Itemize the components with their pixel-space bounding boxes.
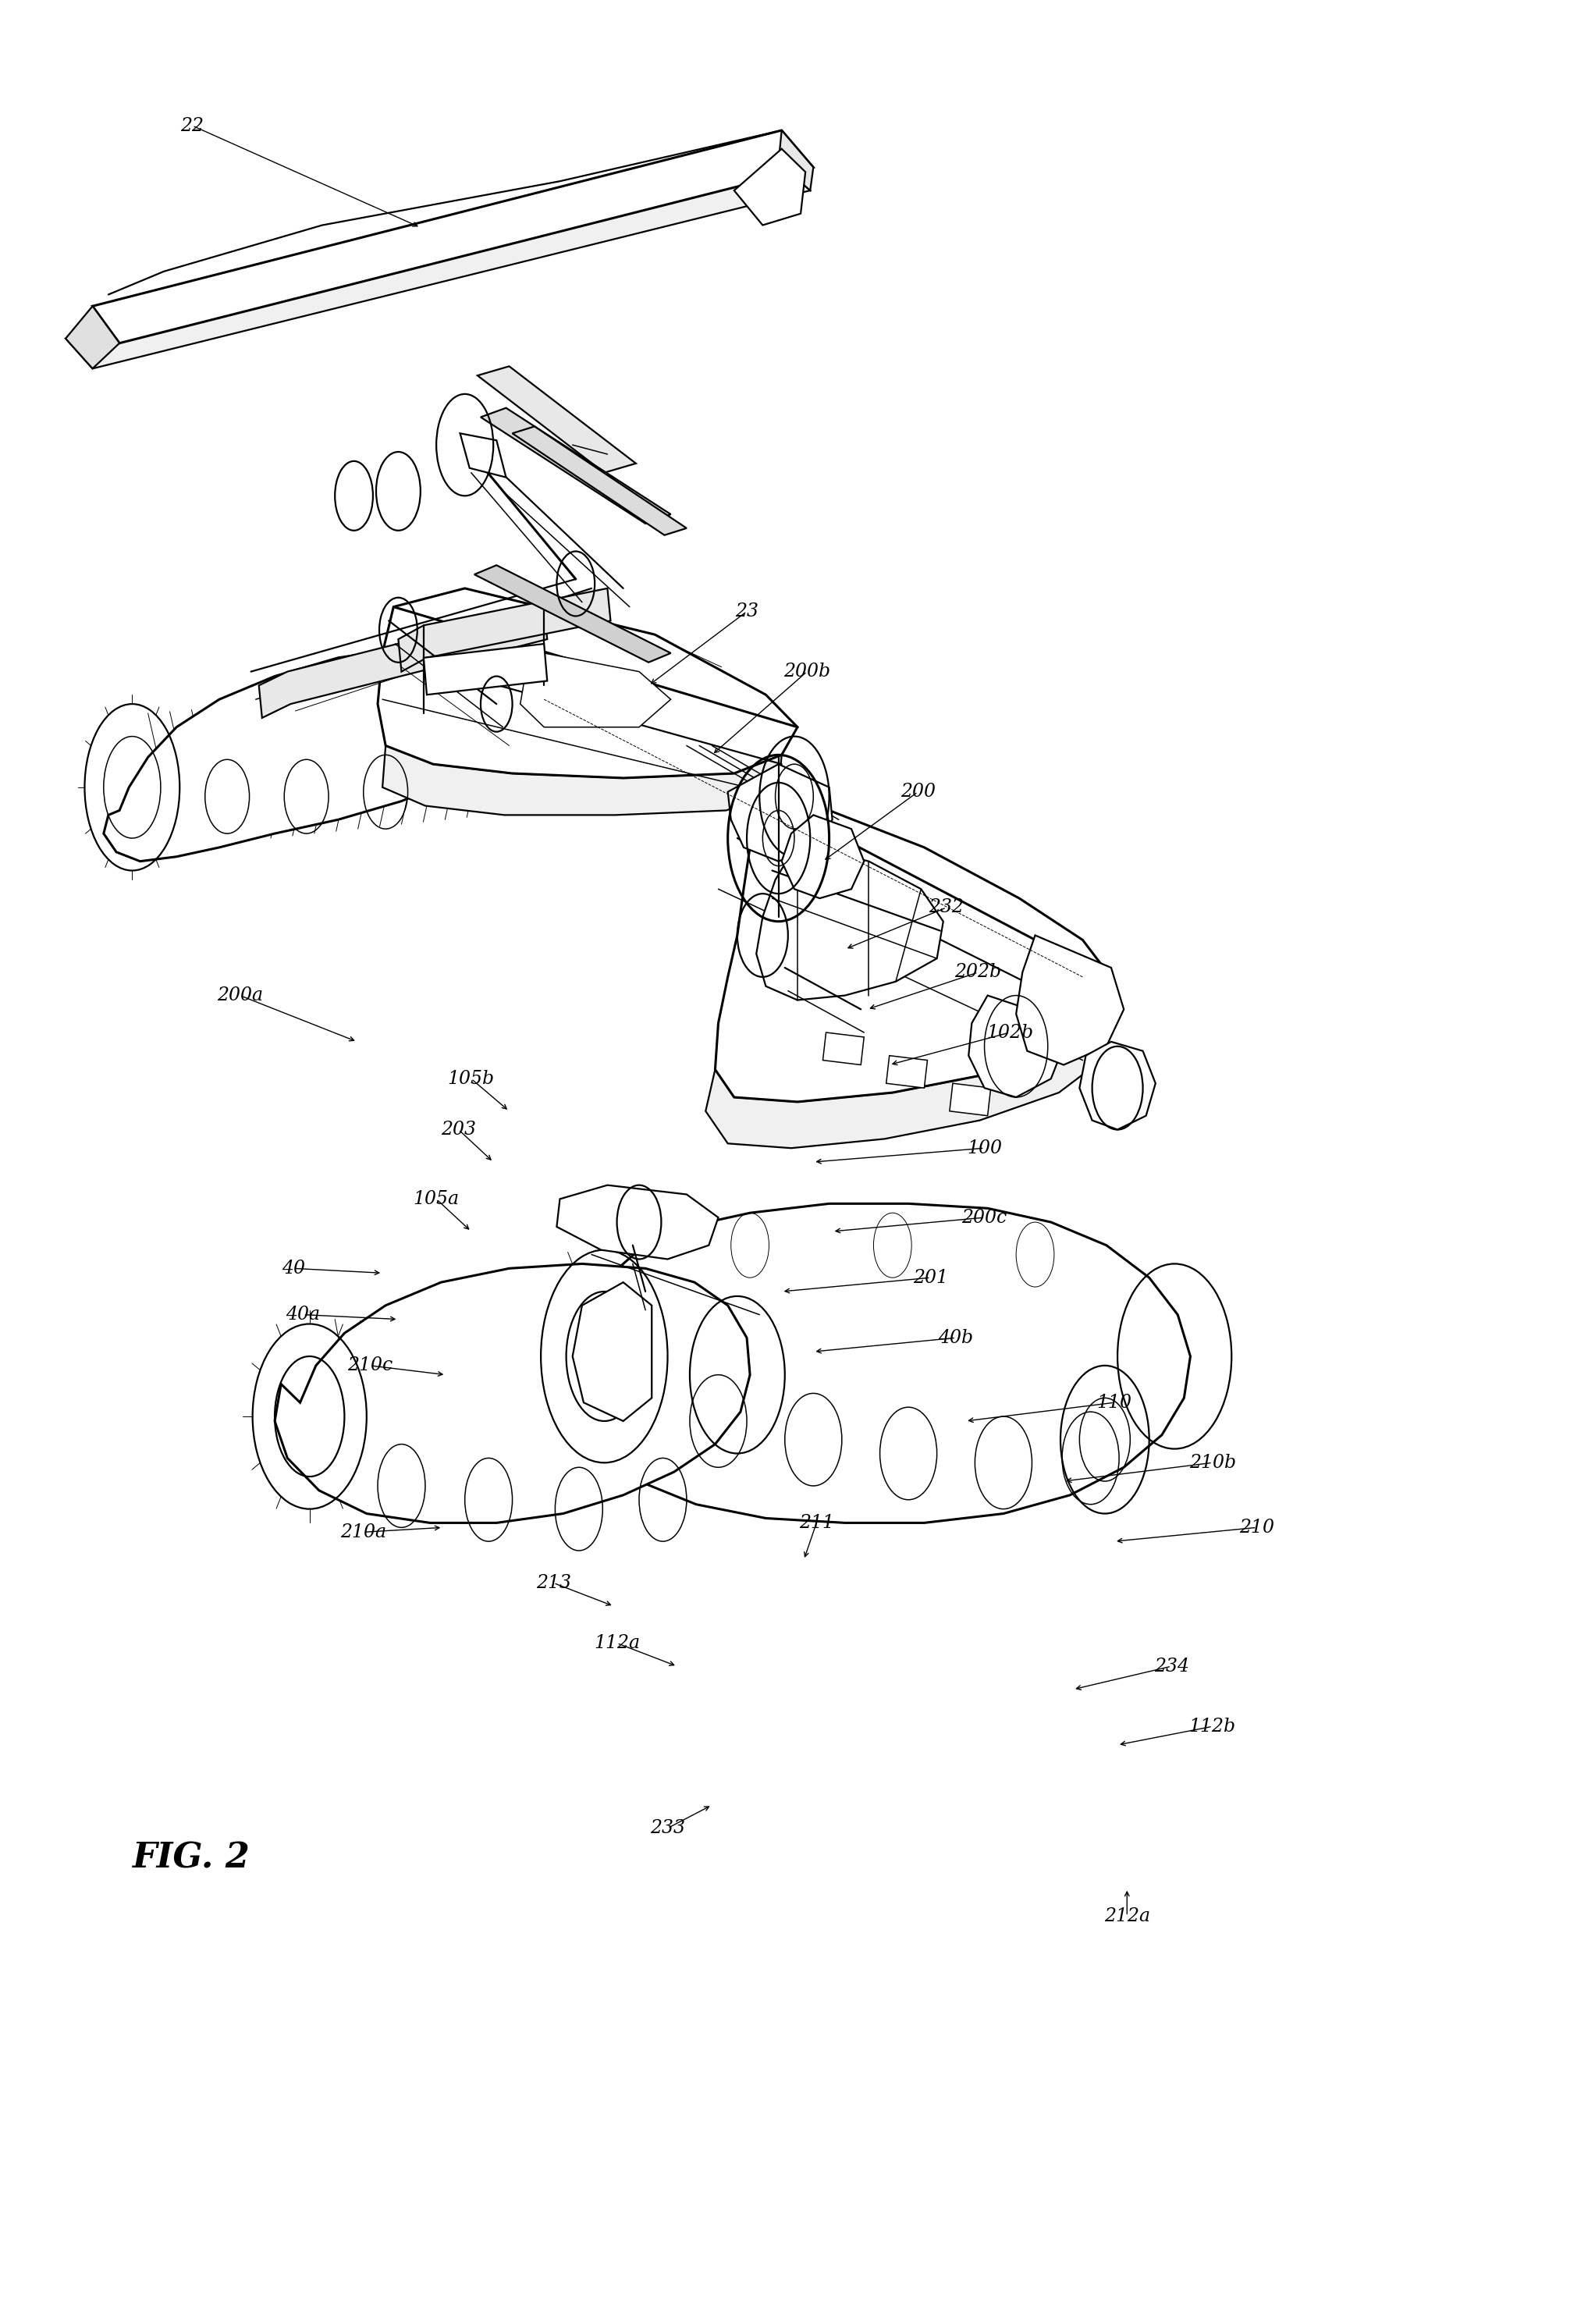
Polygon shape [520, 653, 671, 727]
Text: 105a: 105a [413, 1190, 459, 1208]
Polygon shape [715, 797, 1115, 1102]
Text: 210: 210 [1239, 1518, 1274, 1536]
Text: 112b: 112b [1190, 1717, 1236, 1736]
Text: 211: 211 [799, 1513, 834, 1532]
Polygon shape [274, 1264, 750, 1522]
Polygon shape [782, 816, 864, 899]
Polygon shape [477, 367, 636, 472]
Polygon shape [512, 425, 686, 535]
Text: 23: 23 [735, 602, 759, 621]
Polygon shape [424, 644, 547, 695]
Text: 200c: 200c [962, 1208, 1006, 1227]
Polygon shape [573, 1204, 1190, 1522]
Polygon shape [823, 1032, 864, 1064]
Text: 112a: 112a [593, 1634, 640, 1652]
Polygon shape [104, 648, 512, 862]
Polygon shape [968, 995, 1064, 1097]
Text: 110: 110 [1097, 1394, 1132, 1411]
Text: 202b: 202b [955, 964, 1002, 981]
Polygon shape [734, 149, 805, 225]
Text: 40: 40 [282, 1260, 305, 1278]
Text: 100: 100 [967, 1139, 1002, 1157]
Text: 40a: 40a [286, 1306, 321, 1325]
Polygon shape [65, 307, 120, 370]
Polygon shape [258, 607, 547, 718]
Polygon shape [756, 844, 943, 999]
Polygon shape [778, 130, 813, 191]
Polygon shape [727, 765, 833, 862]
Polygon shape [459, 432, 506, 476]
Polygon shape [1080, 1041, 1155, 1129]
Text: 212a: 212a [1104, 1908, 1150, 1924]
Polygon shape [378, 588, 798, 779]
Text: 200b: 200b [783, 662, 831, 681]
Text: 210a: 210a [340, 1522, 386, 1541]
Polygon shape [557, 1185, 718, 1260]
Polygon shape [474, 565, 671, 662]
Polygon shape [93, 130, 813, 344]
Polygon shape [480, 409, 671, 523]
Text: 234: 234 [1153, 1657, 1188, 1676]
Text: 22: 22 [180, 116, 204, 135]
Text: 102b: 102b [986, 1023, 1034, 1041]
Polygon shape [383, 746, 782, 816]
Text: 203: 203 [440, 1120, 475, 1139]
Polygon shape [573, 1283, 652, 1420]
Text: 200a: 200a [217, 985, 263, 1004]
Text: 201: 201 [912, 1269, 947, 1287]
Text: 233: 233 [651, 1820, 686, 1838]
Text: 232: 232 [928, 899, 963, 916]
Text: 40b: 40b [938, 1329, 973, 1348]
Polygon shape [949, 1083, 990, 1116]
Text: 213: 213 [536, 1573, 571, 1592]
Text: 210b: 210b [1190, 1455, 1236, 1471]
Text: FIG. 2: FIG. 2 [132, 1841, 250, 1875]
Polygon shape [705, 1018, 1105, 1148]
Text: 105b: 105b [448, 1069, 494, 1088]
Text: 210c: 210c [348, 1357, 392, 1373]
Polygon shape [1016, 934, 1124, 1064]
Polygon shape [399, 588, 611, 672]
Polygon shape [65, 163, 810, 370]
Polygon shape [887, 1055, 927, 1088]
Text: 200: 200 [900, 783, 935, 802]
